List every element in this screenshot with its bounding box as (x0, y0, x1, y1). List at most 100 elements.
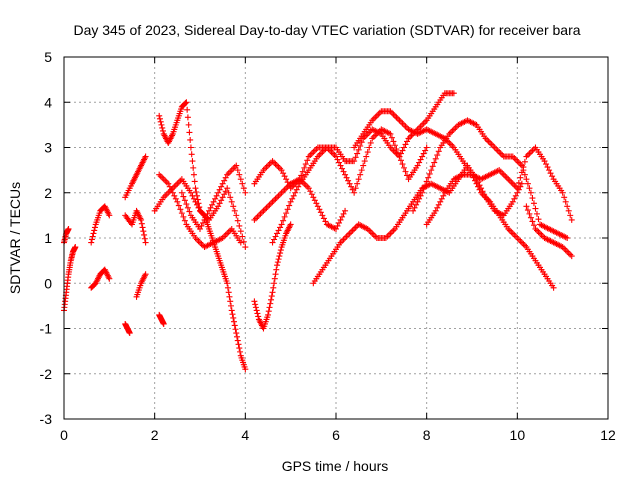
data-point (257, 210, 264, 217)
data-point (351, 225, 358, 232)
data-point (367, 139, 374, 146)
data-point (358, 167, 365, 174)
data-point (337, 162, 344, 169)
data-point (529, 218, 536, 225)
data-point (271, 197, 278, 204)
data-point (201, 216, 208, 223)
data-point (156, 115, 163, 122)
data-point (402, 168, 409, 175)
data-point (568, 216, 575, 223)
data-point (242, 189, 249, 196)
data-point (340, 236, 347, 243)
series-arc-8 (122, 207, 149, 246)
data-point (452, 124, 459, 131)
data-point (346, 180, 353, 187)
data-point (290, 192, 297, 199)
data-point (268, 293, 275, 300)
data-point (397, 157, 404, 164)
data-point (225, 289, 232, 296)
data-point (251, 298, 258, 305)
data-point (336, 159, 343, 166)
data-point (422, 118, 429, 125)
data-point (419, 153, 426, 160)
data-point (388, 228, 395, 235)
data-point (307, 188, 314, 195)
data-point (275, 227, 282, 234)
data-point (320, 147, 327, 154)
series-arc-16 (251, 126, 430, 196)
data-point (521, 242, 528, 249)
data-point (506, 227, 513, 234)
data-point (271, 159, 278, 166)
data-point (511, 195, 518, 202)
y-tick-label: -1 (40, 321, 53, 337)
data-point (287, 221, 294, 228)
data-point (221, 177, 228, 184)
data-point (216, 200, 223, 207)
data-point (484, 136, 491, 143)
data-point (447, 141, 454, 148)
data-point (388, 134, 395, 141)
data-point (373, 112, 380, 119)
data-point (416, 195, 423, 202)
data-point (514, 158, 521, 165)
data-point (526, 210, 533, 217)
data-point (157, 118, 164, 125)
data-point (299, 168, 306, 175)
data-point (349, 227, 356, 234)
data-point (228, 167, 235, 174)
data-point (535, 228, 542, 235)
data-point (190, 195, 197, 202)
data-point (168, 186, 175, 193)
data-point (511, 231, 518, 238)
data-point (298, 172, 305, 179)
data-point (340, 168, 347, 175)
data-point (240, 185, 247, 192)
data-point (278, 221, 285, 228)
data-point (496, 149, 503, 156)
data-point (156, 112, 163, 119)
data-point (187, 189, 194, 196)
data-point (260, 207, 267, 214)
series-arc-20 (410, 117, 571, 241)
data-point (269, 239, 276, 246)
data-point (351, 189, 358, 196)
data-point (308, 150, 315, 157)
data-point (308, 191, 315, 198)
series-arc-5 (122, 320, 133, 337)
data-point (226, 293, 233, 300)
data-point (431, 159, 438, 166)
data-point (281, 186, 288, 193)
data-point (527, 149, 534, 156)
data-point (355, 146, 362, 153)
data-point (204, 210, 211, 217)
data-point (564, 248, 571, 255)
data-point (231, 164, 238, 171)
data-point (254, 213, 261, 220)
data-point (316, 206, 323, 213)
data-point (352, 154, 359, 161)
data-point (163, 179, 170, 186)
data-point (518, 162, 525, 169)
data-point (541, 158, 548, 165)
data-point (530, 146, 537, 153)
data-point (234, 333, 241, 340)
data-point (158, 121, 165, 128)
data-point (420, 150, 427, 157)
data-point (140, 228, 147, 235)
data-point (277, 191, 284, 198)
data-point (547, 170, 554, 177)
data-point (337, 216, 344, 223)
data-point (222, 231, 229, 238)
y-tick-label: 2 (44, 185, 52, 201)
data-point (420, 185, 427, 192)
data-point (404, 172, 411, 179)
data-point (537, 230, 543, 237)
data-point (384, 233, 391, 240)
data-point (512, 233, 519, 240)
data-point (334, 156, 341, 163)
data-point (302, 182, 309, 189)
data-point (169, 185, 176, 192)
data-point (274, 194, 281, 201)
